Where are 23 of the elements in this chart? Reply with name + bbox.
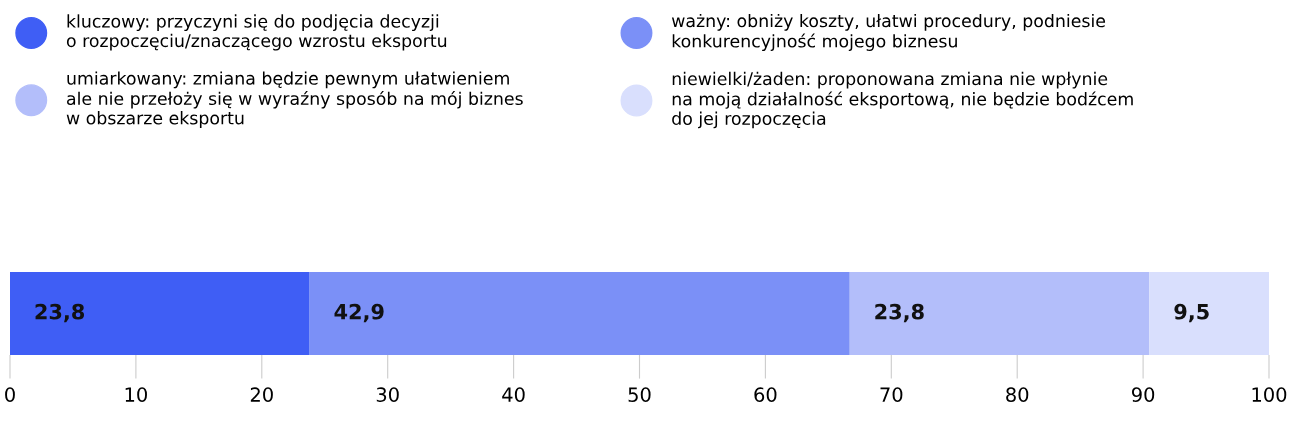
x-tick-label: 100 [1252,387,1287,402]
x-tick-label: 20 [250,387,273,402]
legend-label: umiarkowany: zmiana będzie pewnym ułatwieniem ale nie przełoży się w wyraźny sposób na mój biznes w obszarze eksportu [66,71,523,128]
x-tick-label: 30 [376,387,399,402]
bar [309,272,850,355]
x-tick-label: 40 [502,387,525,402]
x-tick-label: 90 [1131,387,1155,402]
data-label: 42,9 [334,303,384,323]
data-label: 9,5 [1174,303,1209,323]
x-tick-label: 60 [754,387,777,402]
bar [10,272,310,355]
legend-label: niewielki/żaden: proponowana zmiana nie wpłynie na moją działalność eksportową, nie będzie bodźcem do jej rozpoczęcia [672,71,1133,129]
legend-label: kluczowy: przyczyni się do podjęcia decyzji o rozpoczęciu/znaczącego wzrostu eksportu [66,14,447,51]
x-tick-label: 0 [5,387,15,402]
x-tick-label: 10 [125,387,147,402]
legend-label: ważny: obniży koszty, ułatwi procedury, podniesie konkurencyjność mojego biznesu [671,13,1106,51]
data-label: 23,8 [875,303,924,323]
bar [849,272,1150,355]
x-tick-label: 70 [880,387,903,402]
x-tick-label: 50 [628,387,651,402]
x-tick-label: 80 [1006,387,1029,402]
data-label: 23,8 [35,303,85,323]
bar [1149,272,1269,355]
